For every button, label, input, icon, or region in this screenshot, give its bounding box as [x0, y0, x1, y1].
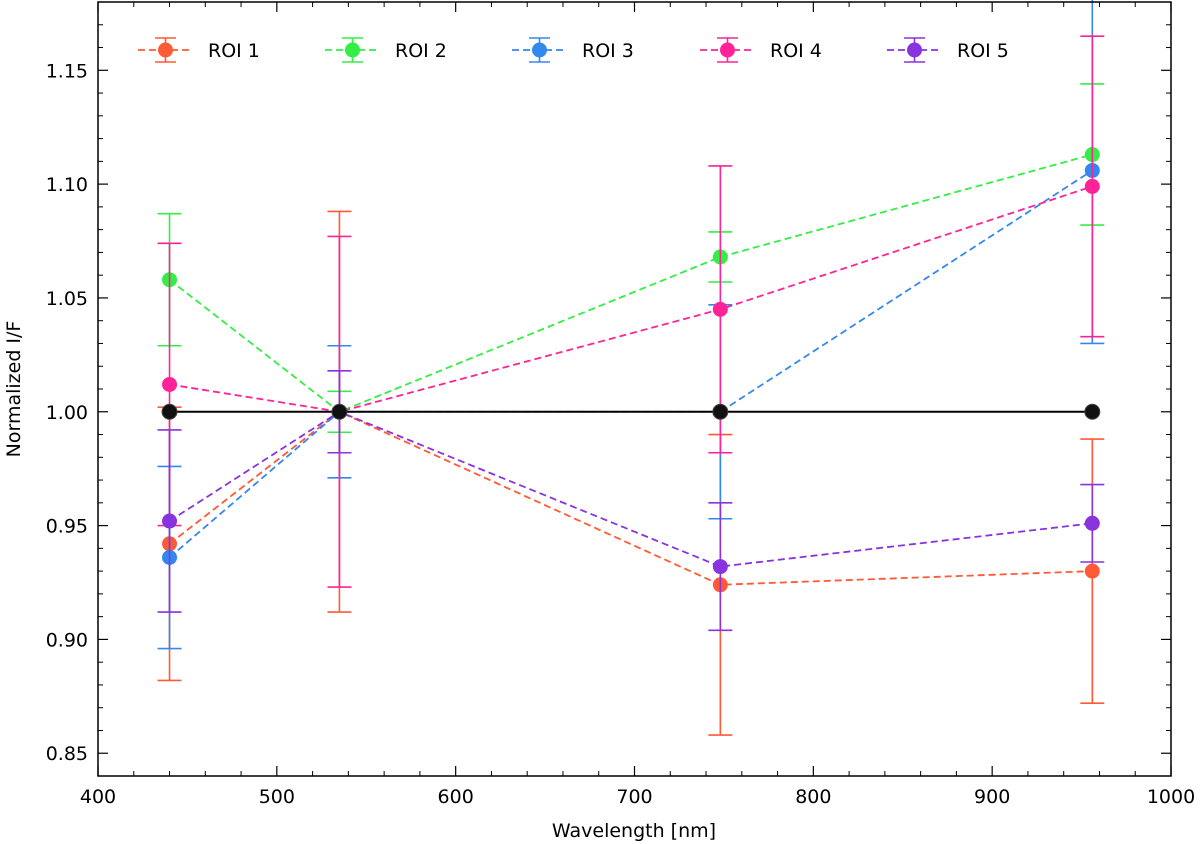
series-line	[168, 410, 1093, 586]
reference-point	[1084, 403, 1101, 420]
data-point	[1084, 563, 1100, 579]
series-roi-2	[157, 83, 1105, 434]
data-point	[1084, 178, 1100, 194]
x-tick-label: 1000	[1147, 786, 1195, 808]
legend-label: ROI 5	[957, 40, 1009, 62]
series-line	[168, 169, 1093, 559]
x-tick-label: 900	[974, 786, 1010, 808]
y-tick-label: 0.95	[46, 516, 88, 538]
series-roi-4	[157, 35, 1105, 588]
x-tick-label: 600	[438, 786, 474, 808]
series-roi-1	[157, 210, 1105, 736]
series-line	[169, 410, 1093, 568]
legend-label: ROI 3	[582, 40, 634, 62]
series-line	[168, 153, 1093, 413]
y-tick-label: 0.85	[46, 743, 88, 765]
legend-marker	[345, 42, 360, 58]
legend-entry: ROI 3	[512, 37, 634, 63]
legend-entry: ROI 5	[887, 37, 1009, 63]
legend: ROI 1 ROI 2 ROI 3 ROI 4 ROI 5	[138, 37, 1009, 63]
legend-label: ROI 2	[395, 40, 447, 62]
x-tick-label: 500	[259, 786, 295, 808]
y-tick-label: 1.05	[46, 288, 88, 310]
data-point	[712, 301, 728, 317]
series-roi-5	[157, 369, 1105, 632]
legend-marker	[158, 42, 173, 58]
legend-marker	[532, 42, 547, 58]
series-layer	[157, 0, 1105, 736]
y-axis-label: Normalized I/F	[3, 321, 25, 458]
data-point	[162, 376, 178, 392]
x-axis-label: Wavelength [nm]	[552, 820, 716, 842]
data-point	[162, 513, 178, 529]
legend-entry: ROI 4	[700, 37, 822, 63]
plot-frame	[97, 1, 1172, 777]
y-tick-label: 1.00	[46, 402, 88, 424]
legend-label: ROI 1	[208, 40, 260, 62]
data-point	[1084, 515, 1100, 531]
legend-label: ROI 4	[770, 40, 822, 62]
ticks-layer: 400 500 600 700 800 900 1000 0.85 0.90 0.95 1.00 1.…	[46, 1, 1195, 808]
legend-entry: ROI 1	[138, 37, 260, 63]
legend-marker	[720, 42, 735, 58]
legend-entry: ROI 2	[325, 37, 447, 63]
legend-marker	[907, 42, 922, 58]
data-point	[712, 559, 728, 575]
y-tick-label: 0.90	[46, 629, 88, 651]
reference-point	[331, 403, 348, 420]
x-tick-label: 700	[616, 786, 652, 808]
series-line	[169, 185, 1093, 413]
y-tick-label: 1.15	[46, 60, 88, 82]
x-tick-label: 800	[795, 786, 831, 808]
reference-layer	[161, 403, 1101, 420]
series-roi-3	[157, 0, 1105, 650]
x-tick-label: 400	[80, 786, 116, 808]
reference-point	[712, 403, 729, 420]
reference-point	[161, 403, 178, 420]
y-tick-label: 1.10	[46, 174, 88, 196]
